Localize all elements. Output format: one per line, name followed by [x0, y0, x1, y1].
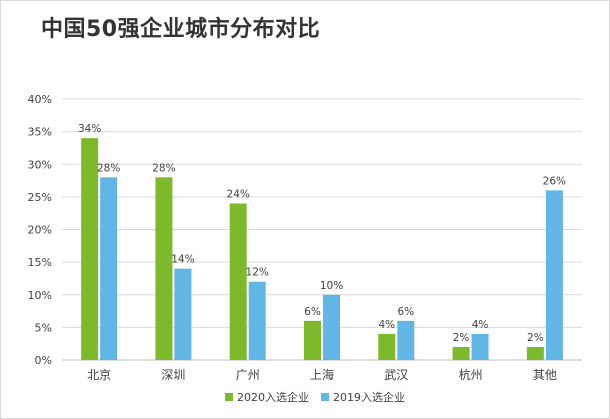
- x-tick-label: 北京: [87, 368, 111, 382]
- x-tick-label: 广州: [236, 368, 260, 382]
- data-label: 6%: [304, 306, 321, 318]
- data-label: 24%: [227, 188, 250, 200]
- y-tick-label: 15%: [28, 256, 52, 269]
- data-label: 6%: [397, 306, 414, 318]
- y-tick-label: 30%: [28, 158, 52, 171]
- data-label: 4%: [472, 319, 489, 331]
- data-label: 2%: [527, 332, 544, 344]
- data-label: 34%: [78, 123, 101, 135]
- data-label: 12%: [246, 267, 269, 279]
- bar-2020: [304, 320, 321, 360]
- y-tick-label: 35%: [28, 126, 52, 139]
- bar-2020: [229, 203, 247, 360]
- y-tick-label: 40%: [28, 93, 52, 106]
- bar-2019: [545, 190, 563, 360]
- legend-swatch: [321, 393, 329, 401]
- bar-2019: [100, 177, 118, 360]
- legend-swatch: [225, 393, 233, 401]
- data-label: 28%: [152, 162, 175, 174]
- x-tick-label: 武汉: [384, 368, 408, 382]
- bar-2020: [155, 177, 173, 360]
- bar-2020: [81, 138, 99, 360]
- y-tick-label: 10%: [28, 289, 52, 302]
- legend-label: 2020入选企业: [237, 390, 309, 404]
- bar-2020: [378, 333, 396, 360]
- bar-2019: [248, 281, 266, 360]
- bar-2019: [323, 294, 340, 360]
- y-tick-label: 0%: [35, 354, 52, 367]
- bar-2019: [174, 268, 192, 360]
- data-label: 26%: [543, 175, 566, 187]
- x-tick-label: 杭州: [459, 367, 483, 382]
- bar-2019: [397, 320, 415, 360]
- data-label: 10%: [320, 280, 343, 292]
- data-label: 4%: [378, 319, 395, 331]
- x-tick-label: 深圳: [161, 368, 185, 382]
- y-tick-label: 5%: [35, 321, 52, 334]
- x-tick-label: 其他: [533, 368, 557, 382]
- bar-2020: [526, 346, 544, 360]
- x-tick-label: 上海: [310, 367, 334, 382]
- bar-2020: [452, 346, 470, 360]
- chart-title: 中国50强企业城市分布对比: [41, 17, 321, 42]
- data-label: 2%: [453, 332, 470, 344]
- data-label: 28%: [97, 162, 120, 174]
- data-label: 14%: [171, 254, 194, 266]
- y-tick-label: 20%: [28, 224, 52, 237]
- y-tick-label: 25%: [28, 191, 52, 204]
- legend-label: 2019入选企业: [333, 390, 405, 404]
- bar-2019: [471, 333, 489, 360]
